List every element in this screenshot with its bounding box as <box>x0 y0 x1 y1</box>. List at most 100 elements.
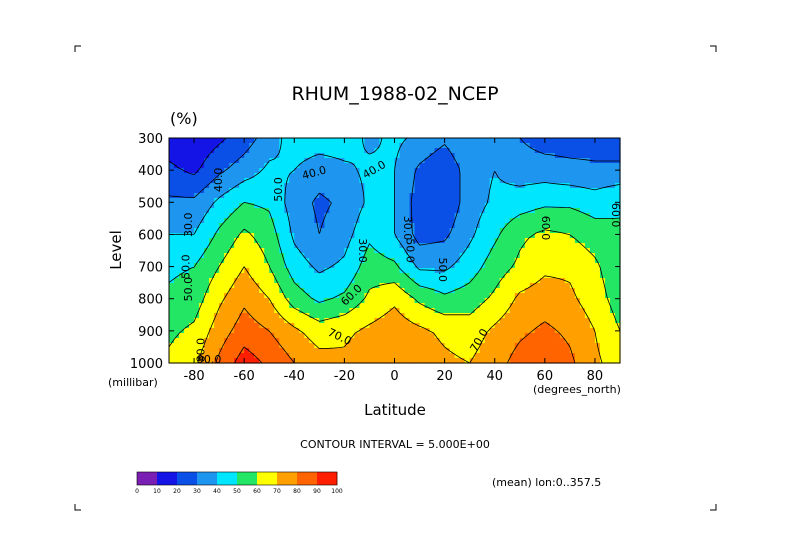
heat-cell <box>254 308 260 314</box>
heat-cell <box>369 278 376 284</box>
heat-cell <box>359 238 366 244</box>
heat-cell <box>169 178 175 184</box>
heat-cell <box>499 218 506 224</box>
heat-cell <box>339 148 345 154</box>
heat-cell <box>179 298 185 304</box>
heat-cell <box>354 243 361 249</box>
heat-cell <box>404 303 411 309</box>
heat-cell <box>509 288 516 294</box>
heat-cell <box>259 348 265 354</box>
heat-cell <box>514 303 521 309</box>
heat-cell <box>379 263 386 269</box>
heat-cell <box>579 233 586 239</box>
heat-cell <box>269 358 275 364</box>
heat-cell <box>214 258 220 264</box>
heat-cell <box>524 288 531 294</box>
heat-cell <box>559 138 566 144</box>
heat-cell <box>439 353 446 359</box>
heat-cell <box>434 183 441 189</box>
heat-cell <box>399 173 406 179</box>
heat-cell <box>519 238 526 244</box>
heat-cell <box>179 343 185 349</box>
heat-cell <box>614 178 621 184</box>
heat-cell <box>334 138 340 144</box>
heat-cell <box>219 228 225 234</box>
heat-cell <box>599 313 606 319</box>
heat-cell <box>504 138 511 144</box>
heat-cell <box>354 183 361 189</box>
heat-cell <box>274 343 280 349</box>
heat-cell <box>364 173 371 179</box>
heat-cell <box>469 333 476 339</box>
heat-cell <box>209 193 215 199</box>
heat-cell <box>414 198 421 204</box>
heat-cell <box>194 348 200 354</box>
heat-cell <box>484 283 491 289</box>
heat-cell <box>474 268 481 274</box>
heat-cell <box>514 163 521 169</box>
heat-cell <box>309 183 315 189</box>
heat-cell <box>529 343 536 349</box>
heat-cell <box>344 358 350 364</box>
heat-cell <box>414 318 421 324</box>
heat-cell <box>204 313 210 319</box>
y-tick-label: 600 <box>138 228 163 243</box>
heat-cell <box>539 163 546 169</box>
heat-cell <box>259 178 265 184</box>
heat-cell <box>289 328 295 334</box>
heat-cell <box>399 183 406 189</box>
heat-cell <box>444 213 451 219</box>
heat-cell <box>614 353 621 359</box>
heat-cell <box>559 143 566 149</box>
contour-label: 50.0 <box>436 258 449 283</box>
heat-cell <box>444 153 451 159</box>
heat-cell <box>294 218 300 224</box>
heat-cell <box>609 263 616 269</box>
heat-cell <box>299 188 305 194</box>
heat-cell <box>569 203 576 209</box>
heat-cell <box>584 298 591 304</box>
heat-cell <box>409 278 416 284</box>
heat-cell <box>349 253 356 259</box>
heat-cell <box>394 253 401 259</box>
heat-cell <box>559 188 566 194</box>
heat-cell <box>419 208 426 214</box>
heat-cell <box>444 208 451 214</box>
heat-cell <box>379 328 386 334</box>
heat-cell <box>199 168 205 174</box>
heat-cell <box>189 188 195 194</box>
heat-cell <box>599 278 606 284</box>
heat-cell <box>319 253 325 259</box>
heat-cell <box>289 163 295 169</box>
heat-cell <box>544 308 551 314</box>
heat-cell <box>214 143 220 149</box>
heat-cell <box>544 288 551 294</box>
heat-cell <box>279 143 285 149</box>
heat-cell <box>339 278 345 284</box>
heat-cell <box>319 243 325 249</box>
heat-cell <box>399 218 406 224</box>
heat-cell <box>484 353 491 359</box>
heat-cell <box>409 283 416 289</box>
heat-cell <box>189 333 195 339</box>
heat-cell <box>179 318 185 324</box>
heat-cell <box>469 208 476 214</box>
heat-cell <box>214 293 220 299</box>
x-tick-label: -20 <box>334 369 355 384</box>
heat-cell <box>479 213 486 219</box>
heat-cell <box>414 283 421 289</box>
heat-cell <box>494 253 501 259</box>
heat-cell <box>234 288 240 294</box>
heat-cell <box>489 238 496 244</box>
heat-cell <box>299 213 305 219</box>
heat-cell <box>539 183 546 189</box>
heat-cell <box>584 308 591 314</box>
heat-cell <box>344 348 350 354</box>
heat-cell <box>234 203 240 209</box>
heat-cell <box>344 323 350 329</box>
heat-cell <box>189 193 195 199</box>
heat-cell <box>414 153 421 159</box>
heat-cell <box>349 348 356 354</box>
heat-cell <box>539 238 546 244</box>
heat-cell <box>319 303 325 309</box>
